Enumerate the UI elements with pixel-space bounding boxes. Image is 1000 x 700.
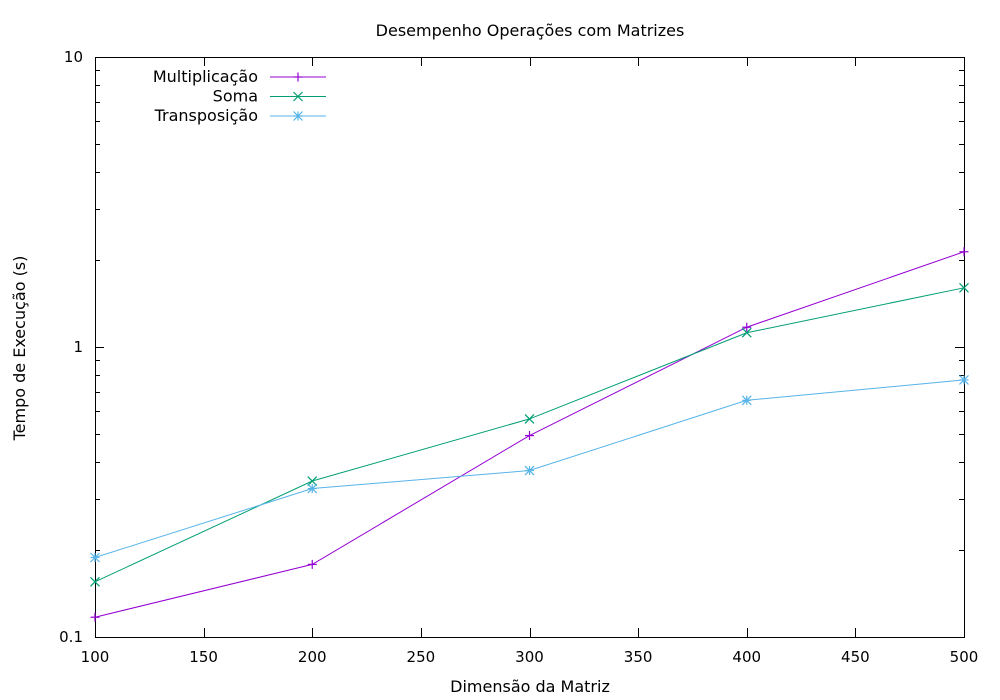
- data-point: [959, 282, 969, 293]
- x-tick-label: 300: [515, 648, 544, 666]
- y-tick-label: 0.1: [59, 628, 83, 646]
- x-tick-label: 250: [407, 648, 436, 666]
- data-point: [524, 413, 535, 424]
- legend-label: Multiplicação: [153, 67, 258, 86]
- x-tick-label: 350: [624, 648, 653, 666]
- x-tick-label: 500: [950, 648, 979, 666]
- x-tick-label: 150: [189, 648, 218, 666]
- x-tick-label: 450: [841, 648, 870, 666]
- y-axis-label: Tempo de Execução (s): [10, 256, 29, 442]
- series-layer: [90, 247, 969, 622]
- data-point: [524, 465, 535, 476]
- plot-area: [95, 57, 965, 638]
- data-point: [90, 552, 100, 563]
- data-point: [741, 395, 752, 406]
- chart-title: Desempenho Operações com Matrizes: [376, 21, 685, 40]
- legend-label: Transposição: [154, 106, 258, 125]
- data-point: [90, 612, 100, 622]
- x-axis-label: Dimensão da Matriz: [450, 677, 610, 696]
- data-point: [959, 374, 969, 385]
- y-tick-label: 1: [73, 338, 83, 356]
- legend-marker: [293, 111, 303, 121]
- x-tick-label: 100: [81, 648, 110, 666]
- legend-label: Soma: [213, 87, 258, 106]
- data-point: [307, 483, 318, 494]
- x-tick-label: 400: [732, 648, 761, 666]
- data-point: [959, 247, 969, 257]
- legend-marker: [293, 91, 303, 102]
- plot-frame: [95, 57, 965, 638]
- data-point: [742, 322, 752, 332]
- legend-marker: [293, 72, 303, 82]
- data-point: [525, 431, 534, 441]
- y-axis: 0.1 1 10: [59, 48, 964, 646]
- data-point: [307, 559, 317, 569]
- data-point: [307, 476, 318, 486]
- x-axis: 100 150 200 250 300 350 400 450 500: [81, 57, 979, 666]
- data-point: [741, 327, 752, 338]
- y-tick-label: 10: [64, 48, 83, 66]
- data-point: [90, 576, 100, 587]
- x-tick-label: 200: [298, 648, 327, 666]
